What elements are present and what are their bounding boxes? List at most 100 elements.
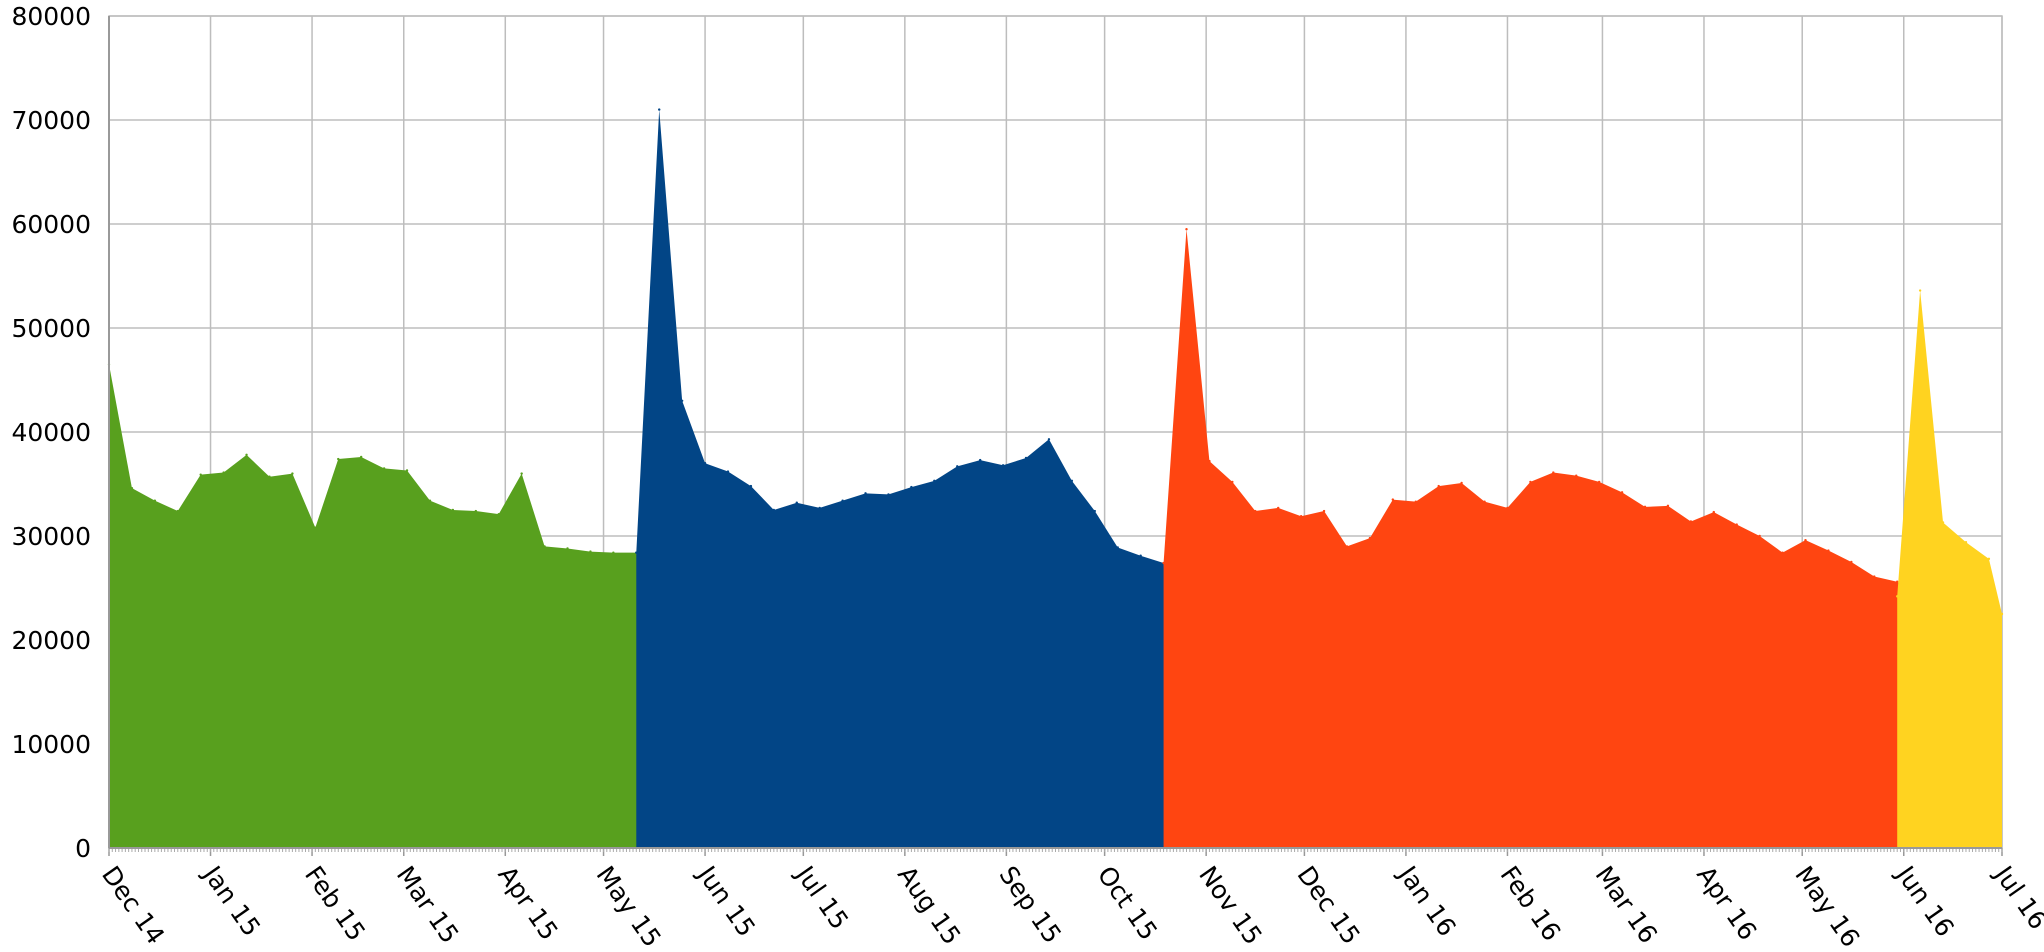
x-tick-label: Mar 16 <box>1590 861 1664 949</box>
x-tick-label: Apr 16 <box>1691 861 1762 946</box>
data-point <box>1299 515 1303 518</box>
data-point <box>1116 546 1119 549</box>
data-point <box>1941 521 1945 524</box>
data-point <box>1643 505 1647 509</box>
x-tick-label: Jan 16 <box>1392 859 1462 941</box>
data-point <box>1781 551 1784 554</box>
data-point <box>428 499 432 502</box>
series-area-4 <box>1897 290 2002 848</box>
data-point <box>153 499 157 502</box>
data-point <box>1529 480 1532 484</box>
x-tick-label: Jan 15 <box>196 859 266 941</box>
data-point <box>772 508 776 512</box>
data-point <box>1322 509 1326 513</box>
y-tick-label: 30000 <box>11 522 91 551</box>
data-point <box>337 457 340 461</box>
x-tick-label: May 15 <box>591 861 667 952</box>
data-point <box>1414 500 1417 503</box>
data-point <box>520 472 523 475</box>
data-point <box>749 484 753 488</box>
x-tick-label: Sep 15 <box>993 861 1067 949</box>
x-tick-label: Jun 16 <box>1890 859 1960 942</box>
data-point <box>359 455 363 459</box>
data-point <box>589 550 592 553</box>
data-point <box>497 512 500 516</box>
data-point <box>1506 506 1509 510</box>
y-tick-label: 10000 <box>11 730 91 759</box>
data-point <box>405 469 409 472</box>
series-area-2 <box>636 109 1233 849</box>
data-point <box>451 508 455 512</box>
x-tick-label: Jun 15 <box>691 859 761 942</box>
data-point <box>956 465 959 468</box>
data-point <box>1483 500 1486 503</box>
data-point <box>612 551 615 554</box>
y-tick-label: 20000 <box>11 626 91 655</box>
data-point <box>474 509 478 513</box>
data-point <box>130 486 134 490</box>
y-tick-label: 60000 <box>11 210 91 239</box>
data-point <box>703 462 707 465</box>
data-point <box>1712 510 1715 514</box>
data-point <box>726 470 730 473</box>
data-point <box>1597 480 1601 484</box>
x-tick-label: Apr 15 <box>492 861 563 946</box>
x-tick-label: May 16 <box>1789 861 1865 952</box>
data-point <box>1827 549 1830 552</box>
data-point <box>1047 438 1051 441</box>
data-point <box>291 472 294 475</box>
x-tick-label: Jul 15 <box>789 859 854 935</box>
data-point <box>978 458 982 462</box>
data-point <box>1093 509 1097 513</box>
y-tick-label: 40000 <box>11 418 91 447</box>
data-point <box>268 475 271 478</box>
data-point <box>910 485 913 489</box>
x-tick-label: Oct 15 <box>1092 861 1163 946</box>
data-point <box>1001 464 1005 467</box>
data-point <box>1987 557 1991 561</box>
data-point <box>1575 474 1578 477</box>
data-point <box>1896 595 1899 598</box>
data-point <box>1896 580 1899 583</box>
data-point <box>1254 509 1257 513</box>
data-point <box>1139 554 1142 557</box>
data-point <box>933 479 936 483</box>
data-point <box>1460 481 1463 485</box>
data-point <box>680 399 684 402</box>
data-point <box>818 506 821 510</box>
data-point <box>1689 520 1693 523</box>
data-point <box>635 551 638 554</box>
data-point <box>1918 289 1922 292</box>
data-point <box>1277 506 1280 510</box>
data-point <box>1437 484 1440 488</box>
data-point <box>1162 561 1165 565</box>
data-point <box>2000 612 2004 616</box>
x-tick-label: Aug 15 <box>892 861 967 950</box>
data-point <box>1873 575 1876 578</box>
y-tick-label: 50000 <box>11 314 91 343</box>
data-point <box>1024 456 1028 460</box>
data-point <box>543 545 546 548</box>
data-point <box>382 467 386 470</box>
data-point <box>1231 480 1234 484</box>
series-areas <box>107 108 2004 850</box>
x-tick-label: Dec 15 <box>1291 861 1365 950</box>
data-point <box>795 501 798 504</box>
x-minor-ticks <box>108 848 2003 852</box>
x-tick-label: Feb 15 <box>299 861 371 946</box>
data-point <box>245 453 248 457</box>
data-point <box>1850 560 1853 564</box>
data-point <box>566 547 569 550</box>
data-point <box>176 509 179 513</box>
data-point <box>1620 491 1624 494</box>
x-tick-label: Nov 15 <box>1193 861 1268 950</box>
y-tick-label: 80000 <box>11 2 91 31</box>
series-area-3 <box>1163 229 1966 848</box>
series-area-1 <box>109 364 706 848</box>
data-point <box>841 499 844 502</box>
x-tick-label: Dec 14 <box>96 861 170 950</box>
axes <box>108 16 2003 856</box>
data-point <box>222 471 225 474</box>
y-tick-label: 0 <box>75 834 91 863</box>
